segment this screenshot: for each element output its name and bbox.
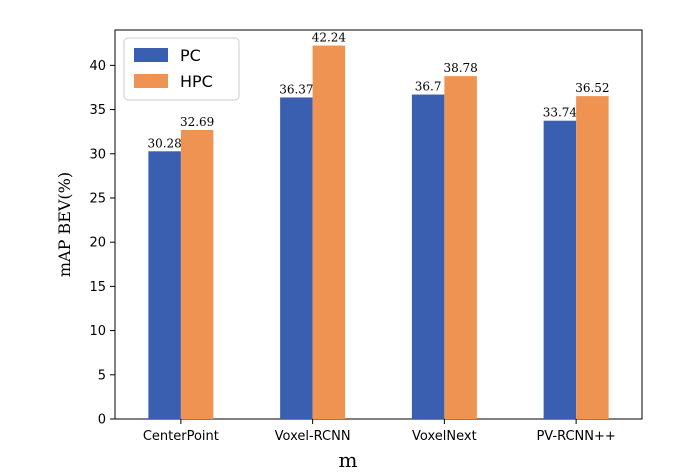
bar-pc: [148, 151, 181, 419]
y-tick-label: 40: [89, 59, 106, 74]
x-tick-label: CenterPoint: [143, 429, 219, 444]
y-tick-label: 5: [98, 368, 106, 383]
data-label: 36.52: [575, 81, 609, 95]
axes-frame: [114, 29, 643, 420]
data-label: 33.74: [543, 106, 578, 120]
bar-hpc: [312, 45, 346, 420]
x-tick-label: Voxel-RCNN: [275, 429, 351, 444]
legend-swatch-pc: [134, 48, 168, 62]
x-tick-label: VoxelNext: [412, 429, 477, 444]
y-tick-label: 30: [89, 147, 106, 162]
y-tick-label: 15: [89, 280, 106, 295]
legend-label: PC: [180, 46, 201, 65]
bar-pc: [411, 94, 445, 419]
data-label: 30.28: [147, 136, 181, 150]
bar-pc: [543, 120, 577, 419]
y-tick-label: 10: [89, 324, 106, 339]
legend: PC HPC: [123, 37, 240, 101]
y-tick-label: 20: [89, 236, 106, 251]
legend-swatch-hpc: [134, 74, 168, 88]
bar-hpc: [444, 76, 477, 420]
data-label: 32.69: [180, 115, 214, 129]
data-label: 42.24: [312, 31, 347, 45]
data-label: 38.78: [443, 61, 477, 75]
y-tick-label: 35: [89, 103, 106, 118]
y-tick-label: 0: [98, 413, 106, 428]
y-tick-label: 25: [89, 191, 106, 206]
bar-hpc: [180, 129, 214, 420]
bar-hpc: [576, 96, 609, 419]
bar-pc: [280, 97, 313, 419]
data-label: 36.37: [279, 82, 313, 96]
plot-area: 0 5 10 15 20 25 30 35 40 CenterPoint 30.28 32.69 Vox…: [89, 29, 643, 444]
legend-label: HPC: [180, 72, 213, 91]
y-axis-title: mAP BEV(%): [55, 172, 74, 277]
x-tick-label: PV-RCNN++: [536, 429, 615, 444]
figure-caption-fragment: m: [338, 448, 358, 472]
data-label: 36.7: [415, 80, 442, 94]
